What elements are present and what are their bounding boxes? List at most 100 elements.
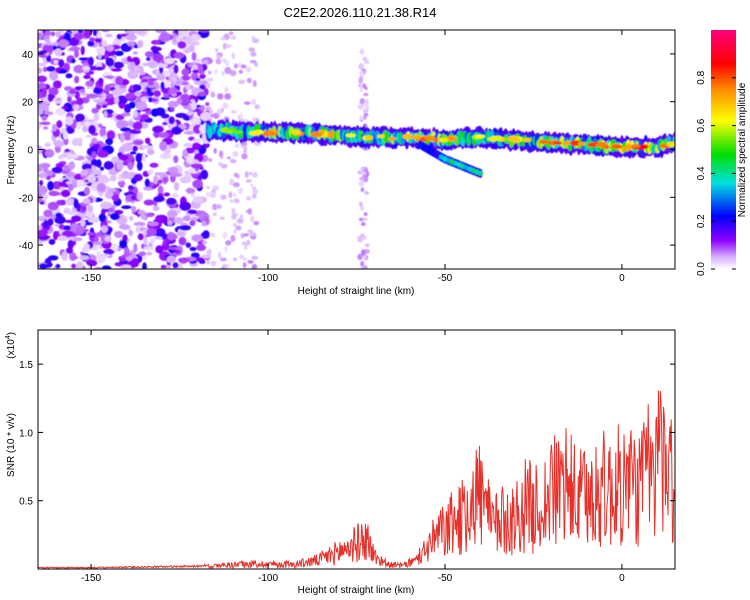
heatmap-cell xyxy=(65,73,73,79)
heatmap-cell xyxy=(622,145,632,151)
heatmap-cell xyxy=(126,41,136,47)
heatmap-cell xyxy=(61,251,68,262)
heatmap-cell xyxy=(152,53,164,63)
heatmap-cell xyxy=(157,185,164,195)
heatmap-cell xyxy=(170,172,183,177)
heatmap-cell xyxy=(136,224,141,230)
heatmap-cell xyxy=(359,48,365,55)
heatmap-cell xyxy=(105,57,115,67)
heatmap-cell xyxy=(359,70,365,77)
heatmap-cell xyxy=(45,170,54,176)
spectrogram-y-label: Frequency (Hz) xyxy=(6,116,17,185)
heatmap-cell xyxy=(148,97,153,103)
heatmap-cell xyxy=(61,106,69,110)
heatmap-cell xyxy=(118,120,129,128)
heatmap-cell xyxy=(216,108,223,115)
heatmap-cell xyxy=(539,139,549,145)
heatmap-cell xyxy=(175,80,183,86)
heatmap-cell xyxy=(172,193,179,198)
heatmap-cell xyxy=(218,150,224,158)
heatmap-cell xyxy=(154,107,166,116)
heatmap-cell xyxy=(360,261,365,267)
y-tick-label: 0.5 xyxy=(19,497,33,508)
heatmap-cell xyxy=(250,51,257,57)
heatmap-cell xyxy=(129,257,140,268)
heatmap-cell xyxy=(206,185,211,190)
heatmap-cell xyxy=(587,142,599,148)
heatmap-cell xyxy=(236,218,244,224)
heatmap-cell xyxy=(146,214,154,218)
heatmap-cell xyxy=(190,163,203,169)
y-tick-label: 0 xyxy=(27,146,33,157)
heatmap-cell xyxy=(163,192,170,197)
heatmap-cell xyxy=(58,224,65,230)
heatmap-cell xyxy=(136,191,143,201)
heatmap-cell xyxy=(51,123,57,132)
heatmap-cell xyxy=(198,30,210,33)
heatmap-cell xyxy=(214,68,218,75)
heatmap-cell xyxy=(359,86,364,93)
heatmap-cell xyxy=(252,188,259,195)
heatmap-cell xyxy=(55,162,65,169)
heatmap-cell xyxy=(99,166,105,171)
heatmap-cell xyxy=(73,32,84,40)
heatmap-cell xyxy=(135,67,141,71)
heatmap-cell xyxy=(215,58,222,65)
heatmap-cell xyxy=(173,51,185,59)
heatmap-cell xyxy=(105,93,114,99)
heatmap-cell xyxy=(359,206,365,211)
heatmap-cell xyxy=(110,213,120,221)
heatmap-cell xyxy=(92,143,101,148)
heatmap-cell xyxy=(155,228,166,238)
heatmap-cell xyxy=(144,137,151,144)
heatmap-cell xyxy=(76,121,81,130)
heatmap-cell xyxy=(156,73,166,81)
heatmap-cell xyxy=(143,236,148,246)
heatmap-cell xyxy=(173,155,179,164)
heatmap-cell xyxy=(147,169,154,175)
heatmap-cell xyxy=(240,142,248,147)
heatmap-cell xyxy=(103,161,114,170)
heatmap-cell xyxy=(58,154,64,160)
x-tick-label: -150 xyxy=(81,573,101,584)
heatmap-cell xyxy=(215,47,219,53)
heatmap-cell xyxy=(103,53,109,60)
heatmap-cell xyxy=(225,61,229,67)
heatmap-cell xyxy=(101,93,107,98)
heatmap-cell xyxy=(87,40,95,47)
heatmap-cell xyxy=(95,174,108,179)
heatmap-cell xyxy=(123,246,130,257)
heatmap-cell xyxy=(200,169,209,180)
heatmap-cell xyxy=(359,115,364,121)
heatmap-cell xyxy=(181,68,190,76)
heatmap-cell xyxy=(94,87,101,94)
heatmap-cell xyxy=(71,263,77,269)
heatmap-cell xyxy=(179,176,192,184)
heatmap-cell xyxy=(247,207,252,215)
heatmap-cell xyxy=(357,83,363,88)
heatmap-cell xyxy=(132,121,143,130)
heatmap-cell xyxy=(55,99,62,104)
heatmap-cell xyxy=(194,79,204,86)
spectrogram-heatmap xyxy=(38,30,675,269)
heatmap-cell xyxy=(42,162,49,173)
heatmap-cell xyxy=(233,198,240,204)
heatmap-cell xyxy=(245,179,252,183)
heatmap-cell xyxy=(163,80,170,89)
heatmap-cell xyxy=(55,212,63,218)
heatmap-cell xyxy=(168,166,179,175)
heatmap-cell xyxy=(102,71,112,77)
heatmap-cell xyxy=(133,30,145,35)
heatmap-cell xyxy=(79,255,90,261)
heatmap-cell xyxy=(182,215,191,222)
heatmap-cell xyxy=(362,173,367,180)
heatmap-cell xyxy=(251,99,257,105)
heatmap-cell xyxy=(66,152,72,161)
heatmap-cell xyxy=(46,66,56,72)
heatmap-cell xyxy=(137,210,146,215)
heatmap-cell xyxy=(254,62,259,67)
heatmap-cell xyxy=(178,30,189,38)
heatmap-cell xyxy=(178,236,187,246)
heatmap-cell xyxy=(233,257,238,262)
heatmap-cell xyxy=(247,259,254,264)
